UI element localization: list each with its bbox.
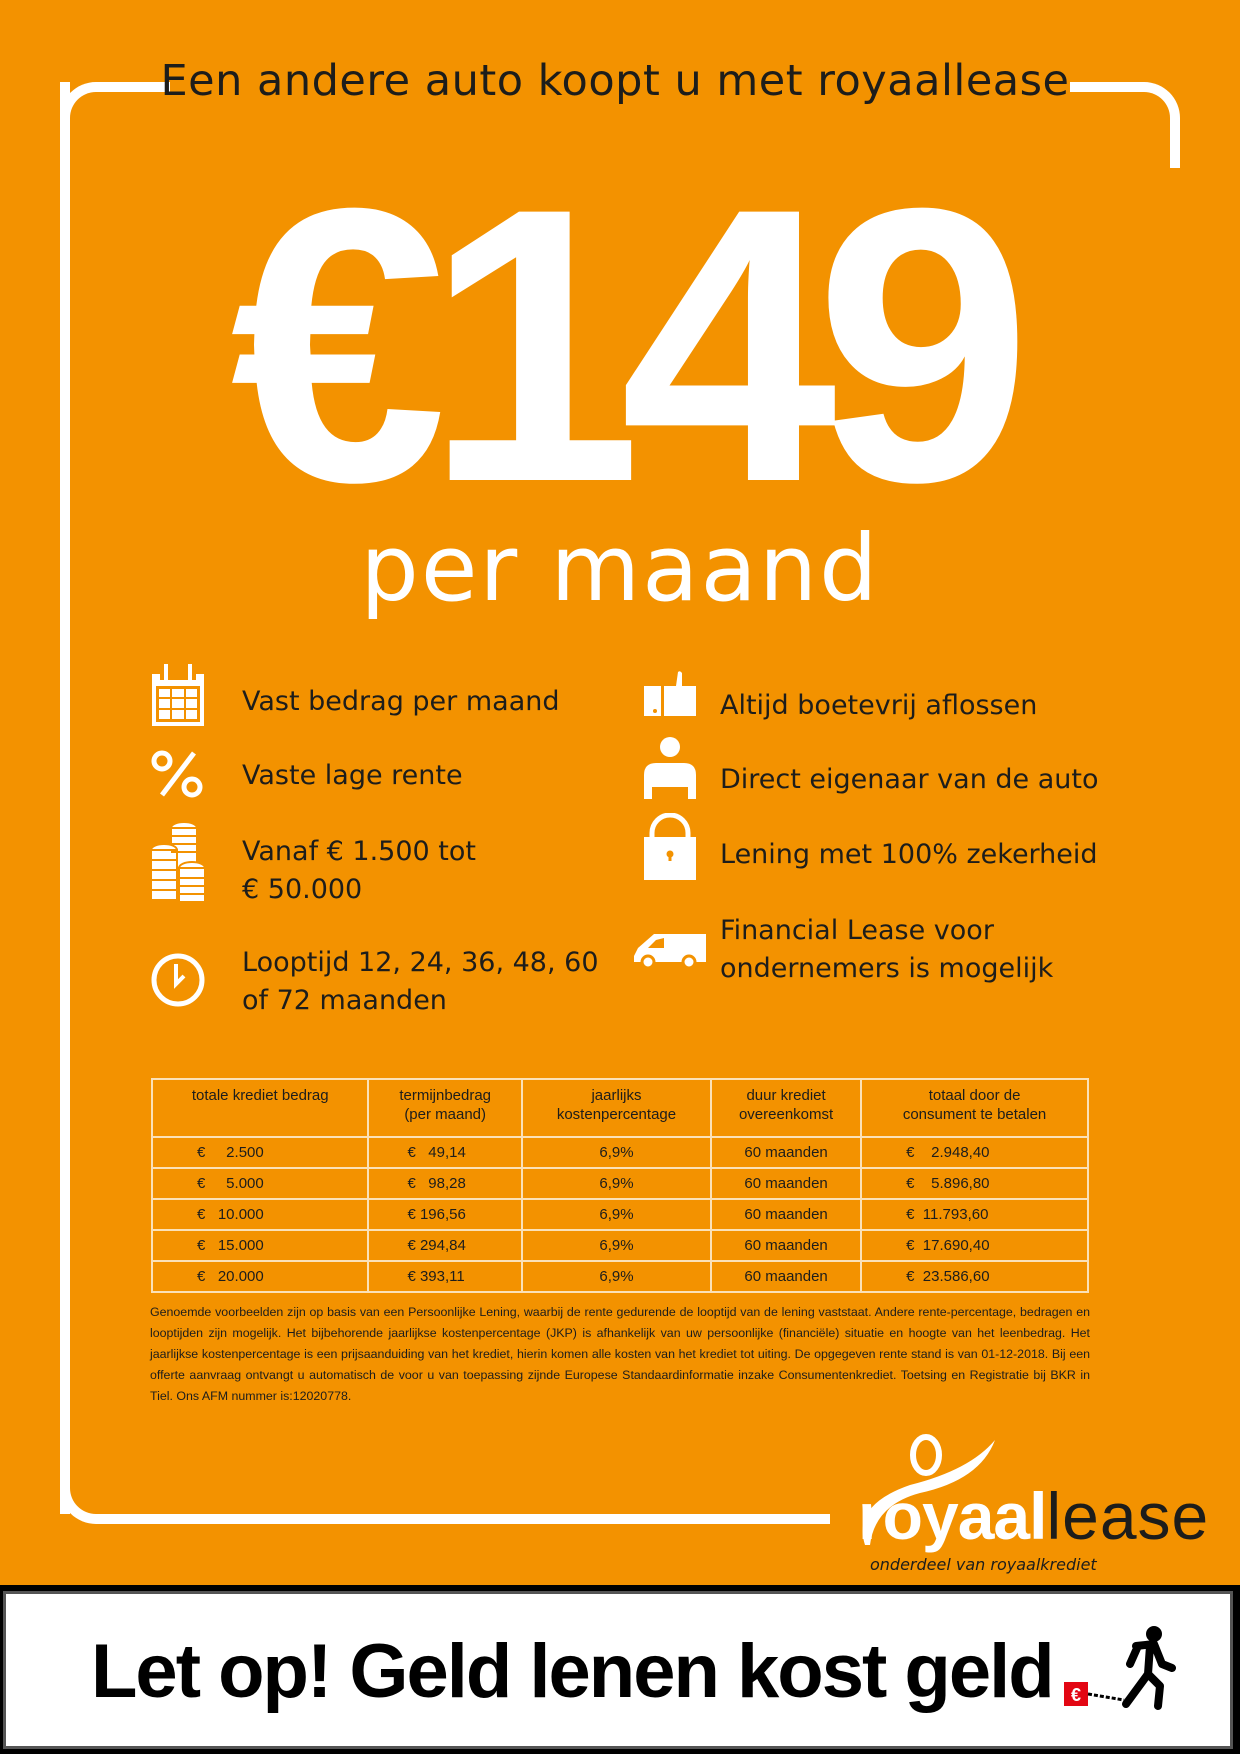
column-header: termijnbedrag (per maand) — [367, 1078, 523, 1138]
calendar-icon — [152, 664, 204, 726]
table-row: € 15.000 € 294,84 6,9% 60 maanden € 17.690,4… — [150, 1229, 1089, 1262]
column-header-line: duur krediet — [746, 1087, 826, 1104]
feature-certainty: Lening met 100% zekerheid — [720, 839, 1098, 870]
feature-line: Vanaf € 1.500 tot — [242, 836, 476, 867]
table-cell: € 98,28 — [367, 1167, 523, 1200]
feature-penalty-free: Altijd boetevrij aflossen — [720, 690, 1038, 721]
column-header-line: termijnbedrag — [399, 1087, 492, 1104]
table-cell: € 294,84 — [367, 1229, 523, 1262]
feature-amount-range: Vanaf € 1.500 tot € 50.000 — [242, 833, 476, 909]
warning-text: Let op! Geld lenen kost geld — [91, 1629, 1055, 1714]
table-cell: € 20.000 — [150, 1260, 370, 1293]
price: €149 — [230, 127, 1032, 563]
walking-man-chained-euro-icon: € — [1064, 1626, 1176, 1710]
table-row: € 5.000 € 98,28 6,9% 60 maanden € 5.896,80 — [150, 1167, 1089, 1200]
feature-fixed-amount: Vast bedrag per maand — [242, 686, 560, 717]
table-cell: € 2.500 — [150, 1136, 370, 1169]
table-cell: 60 maanden — [710, 1229, 863, 1262]
feature-line: of 72 maanden — [242, 985, 447, 1016]
table-cell: 60 maanden — [710, 1260, 863, 1293]
table-cell: 6,9% — [520, 1260, 713, 1293]
table-cell: € 11.793,60 — [860, 1198, 1089, 1231]
royaallease-logo: royaallease onderdeel van royaalkrediet — [830, 1425, 1208, 1575]
logo-figure-icon — [862, 1434, 995, 1545]
column-header: totaal door de consument te betalen — [860, 1078, 1089, 1138]
price-period: per maand — [360, 515, 880, 622]
table-cell: € 5.896,80 — [860, 1167, 1089, 1200]
table-cell: € 393,11 — [367, 1260, 523, 1293]
person-icon — [644, 737, 696, 799]
loan-examples-table: totale krediet bedrag termijnbedrag (per m… — [150, 1078, 1089, 1293]
poster: Een andere auto koopt u met royaallease … — [0, 0, 1240, 1585]
warning-banner: Let op! Geld lenen kost geld € — [3, 1591, 1233, 1749]
coins-icon — [150, 821, 206, 903]
table-cell: € 10.000 — [150, 1198, 370, 1231]
clock-icon — [151, 953, 205, 1007]
table-row: € 2.500 € 49,14 6,9% 60 maanden € 2.948,40 — [150, 1136, 1089, 1169]
column-header-line: totaal door de — [928, 1087, 1021, 1104]
table-cell: € 49,14 — [367, 1136, 523, 1169]
van-icon — [634, 934, 706, 970]
feature-line: ondernemers is mogelijk — [720, 953, 1054, 984]
euro-sign: € — [1071, 1685, 1081, 1705]
table-cell: 6,9% — [520, 1136, 713, 1169]
column-header: jaarlijks kostenpercentage — [520, 1078, 713, 1138]
table-cell: € 5.000 — [150, 1167, 370, 1200]
feature-line: Financial Lease voor — [720, 915, 994, 946]
table-cell: 60 maanden — [710, 1198, 863, 1231]
column-header-line: consument te betalen — [902, 1106, 1047, 1123]
frame-corner — [60, 82, 170, 152]
table-cell: € 17.690,40 — [860, 1229, 1089, 1262]
table-cell: 6,9% — [520, 1198, 713, 1231]
table-cell: € 15.000 — [150, 1229, 370, 1262]
feature-line: Looptijd 12, 24, 36, 48, 60 — [242, 947, 599, 978]
table-cell: € 23.586,60 — [860, 1260, 1089, 1293]
disclaimer-text: Genoemde voorbeelden zijn op basis van e… — [150, 1305, 1090, 1403]
column-header: totale krediet bedrag — [150, 1078, 370, 1138]
logo-tagline: onderdeel van royaalkrediet — [870, 1555, 1097, 1574]
table-row: € 20.000 € 393,11 6,9% 60 maanden € 23.586,6… — [150, 1260, 1089, 1293]
column-header-line: (per maand) — [404, 1106, 487, 1123]
column-header-line: kostenpercentage — [556, 1106, 677, 1123]
lock-icon — [644, 813, 696, 880]
thumbs-up-icon — [644, 671, 696, 716]
feature-direct-owner: Direct eigenaar van de auto — [720, 764, 1099, 795]
feature-financial-lease: Financial Lease voor ondernemers is moge… — [720, 912, 1053, 988]
logo-thin: lease — [1046, 1479, 1210, 1553]
column-header: duur krediet overeenkomst — [710, 1078, 863, 1138]
percent-icon — [151, 750, 203, 798]
column-header-line: totale krediet bedrag — [191, 1087, 329, 1104]
table-cell: € 196,56 — [367, 1198, 523, 1231]
table-cell: 60 maanden — [710, 1136, 863, 1169]
feature-term: Looptijd 12, 24, 36, 48, 60 of 72 maande… — [242, 944, 599, 1020]
column-header-line: overeenkomst — [738, 1106, 834, 1123]
feature-line: € 50.000 — [242, 874, 363, 905]
column-header-line: jaarlijks — [591, 1087, 642, 1104]
table-row: € 10.000 € 196,56 6,9% 60 maanden € 11.793,6… — [150, 1198, 1089, 1231]
table-cell: 6,9% — [520, 1229, 713, 1262]
table-header-row: totale krediet bedrag termijnbedrag (per m… — [150, 1078, 1089, 1138]
table-cell: € 2.948,40 — [860, 1136, 1089, 1169]
table-cell: 60 maanden — [710, 1167, 863, 1200]
frame-line — [60, 82, 70, 1514]
feature-fixed-rate: Vaste lage rente — [242, 760, 463, 791]
frame-corner — [1070, 82, 1180, 168]
table-cell: 6,9% — [520, 1167, 713, 1200]
headline: Een andere auto koopt u met royaallease — [160, 56, 1070, 106]
logo-bold: royaal — [858, 1479, 1047, 1553]
frame-corner — [60, 1452, 830, 1524]
logo-wordmark: royaallease — [858, 1481, 1209, 1551]
